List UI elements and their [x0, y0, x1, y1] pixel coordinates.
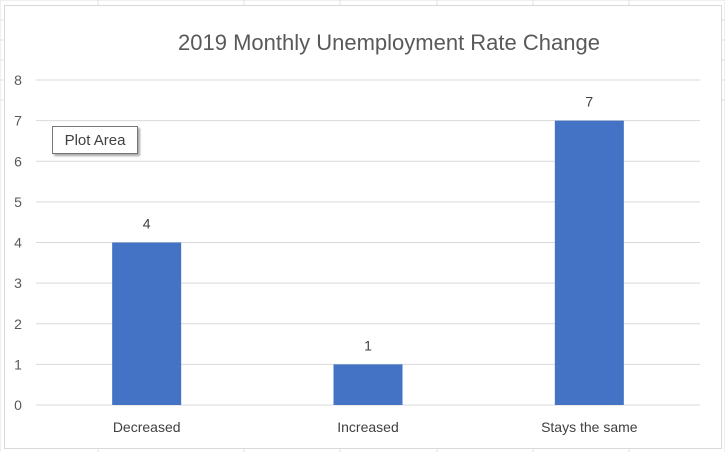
data-label: 1	[364, 337, 372, 353]
plot-area[interactable]: 0 1 2 3 4 5 6 7 8 4 Decreased 1 Increased 7 Stays the …	[14, 72, 700, 435]
bar-stays-the-same[interactable]	[554, 120, 624, 405]
plot-area-tooltip: Plot Area	[52, 126, 138, 154]
y-tick-label: 4	[14, 235, 22, 251]
data-label: 7	[585, 94, 593, 110]
category-label: Decreased	[113, 419, 181, 435]
y-tick-label: 3	[14, 275, 22, 291]
bar-decreased[interactable]	[112, 242, 182, 406]
y-tick-label: 8	[14, 72, 22, 88]
category-label: Increased	[337, 419, 398, 435]
data-label: 4	[143, 216, 151, 232]
y-tick-label: 6	[14, 153, 22, 169]
y-tick-label: 1	[14, 356, 22, 372]
chart-title: 2019 Monthly Unemployment Rate Change	[178, 30, 600, 55]
chart-object[interactable]: 2019 Monthly Unemployment Rate Change 0 1…	[4, 5, 722, 449]
y-tick-label: 7	[14, 113, 22, 129]
y-tick-label: 0	[14, 397, 22, 413]
y-tick-label: 5	[14, 194, 22, 210]
category-label: Stays the same	[541, 419, 638, 435]
bar-increased[interactable]	[333, 364, 403, 405]
chart-canvas: 2019 Monthly Unemployment Rate Change 0 1…	[14, 30, 700, 435]
y-tick-label: 2	[14, 316, 22, 332]
